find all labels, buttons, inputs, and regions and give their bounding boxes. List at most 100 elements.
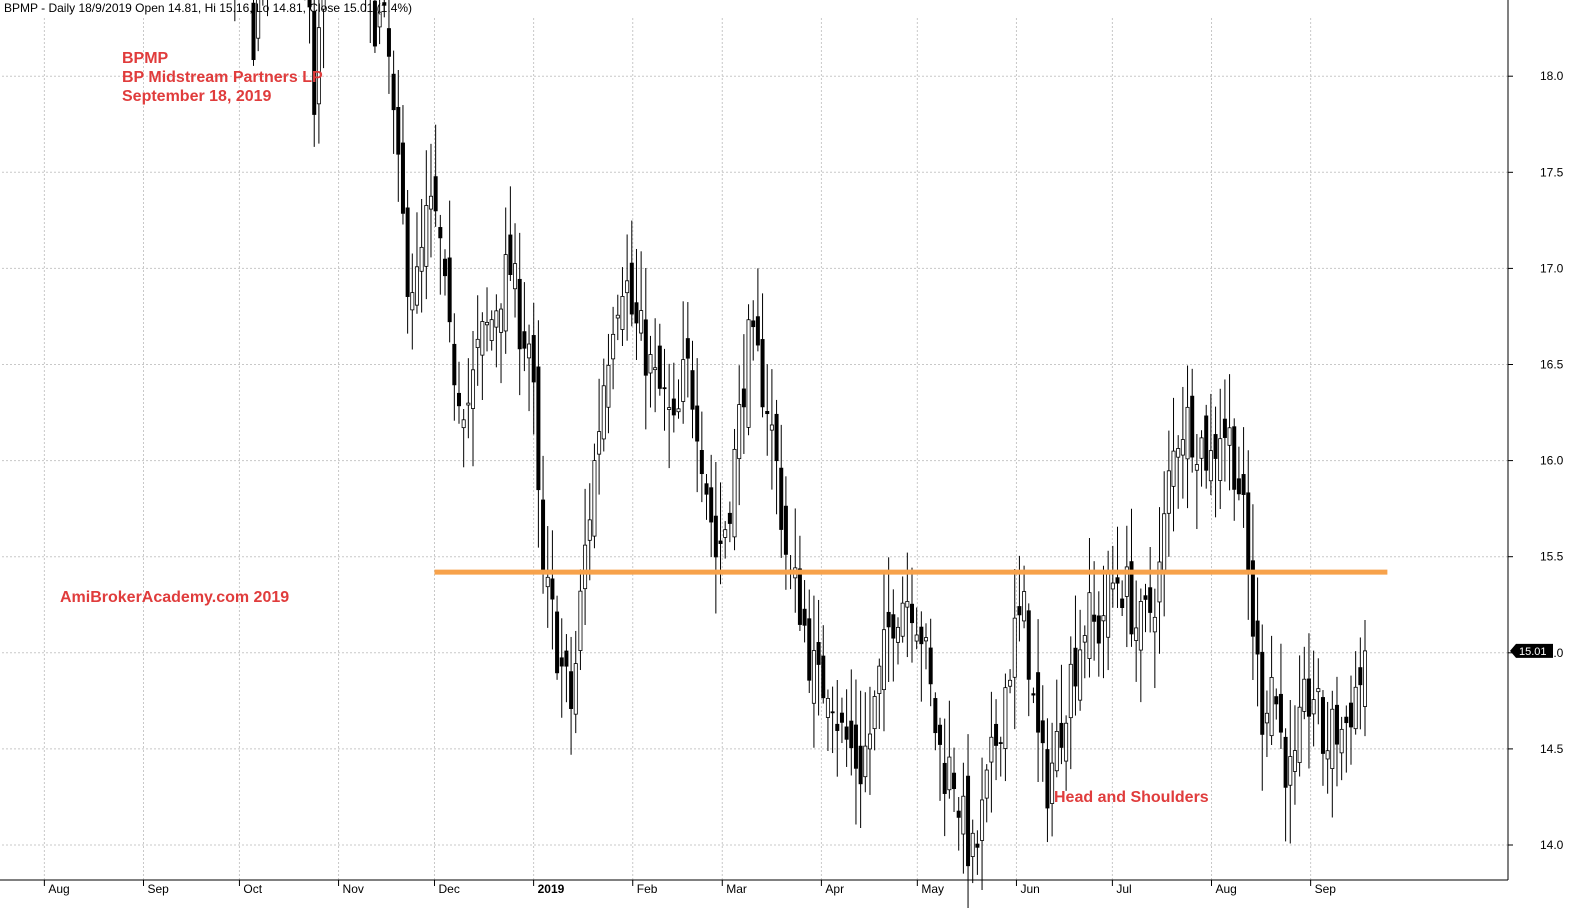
candle-down (1250, 560, 1255, 637)
candle-down (1026, 610, 1031, 680)
candle-down (657, 345, 662, 389)
candle-down (541, 499, 546, 571)
candle-down (1031, 693, 1036, 696)
candle-up (1110, 582, 1115, 590)
y-tick-label: 17.5 (1540, 165, 1564, 179)
last-price-marker (1510, 643, 1553, 658)
candle-up (583, 544, 588, 590)
candle-up (737, 404, 742, 460)
x-tick-label: Apr (825, 882, 844, 896)
candle-up (667, 407, 672, 410)
candle-down (1222, 418, 1227, 438)
x-tick-label: Jul (1116, 882, 1131, 896)
candle-up (867, 733, 872, 750)
candle-down (452, 343, 457, 386)
candle-down (797, 568, 802, 625)
candle-down (1255, 620, 1260, 655)
candle-up (1152, 616, 1157, 633)
candle-up (414, 266, 419, 306)
candle-up (601, 385, 606, 440)
x-tick-label: 2019 (538, 882, 565, 896)
grid-lines (2, 18, 1508, 880)
candle-up (989, 736, 994, 763)
candle-down (975, 843, 980, 848)
candle-down (1017, 606, 1022, 616)
candle-down (1306, 678, 1311, 717)
candle-up (1194, 464, 1199, 471)
candle-up (256, 0, 261, 39)
candle-down (919, 626, 924, 645)
candle-down (830, 711, 835, 714)
y-axis-labels: 14.014.515.015.516.016.517.017.518.018.5… (1540, 69, 1564, 852)
candle-up (1064, 722, 1069, 762)
candle-down (779, 467, 784, 530)
candle-down (405, 207, 410, 297)
candle-up (1218, 438, 1223, 481)
candle-down (938, 724, 943, 745)
candle-up (914, 634, 919, 642)
candle-down (783, 505, 788, 555)
x-tick-label: Feb (637, 882, 658, 896)
candle-up (1082, 635, 1087, 643)
candle-down (755, 316, 760, 346)
candle-up (620, 296, 625, 330)
candle-down (1358, 667, 1363, 686)
candle-up (419, 246, 424, 272)
candle-down (966, 775, 971, 867)
candlestick-series (234, 0, 1368, 908)
candle-down (629, 262, 634, 315)
candle-down (727, 512, 732, 524)
candle-down (751, 320, 756, 328)
candle-up (1199, 437, 1204, 459)
x-tick-label: Dec (438, 882, 459, 896)
candle-up (1180, 439, 1185, 456)
candle-down (886, 611, 891, 628)
candle-up (877, 665, 882, 694)
candle-up (1124, 566, 1129, 597)
candle-down (699, 450, 704, 475)
candle-down (1120, 598, 1125, 608)
candle-down (807, 618, 812, 681)
candle-up (485, 321, 490, 326)
candle-up (980, 799, 985, 841)
candle-up (1208, 450, 1213, 482)
candle-up (597, 431, 602, 455)
candle-up (1138, 601, 1143, 651)
candle-up (648, 354, 653, 374)
candle-down (718, 540, 723, 544)
candle-up (1012, 617, 1017, 678)
candle-down (400, 142, 405, 214)
last-price-label: 15.01 (1519, 646, 1547, 658)
candle-down (1204, 415, 1209, 471)
candle-down (849, 720, 854, 749)
candle-up (1302, 678, 1307, 712)
candle-down (382, 2, 387, 6)
candle-up (503, 254, 508, 332)
candle-down (998, 742, 1003, 744)
y-tick-label: 16.5 (1540, 358, 1564, 372)
y-tick-label: 16.0 (1540, 454, 1564, 468)
candle-down (1059, 722, 1064, 748)
candle-down (1040, 720, 1045, 744)
candle-up (1078, 649, 1083, 701)
candle-down (307, 0, 312, 8)
candle-down (555, 611, 560, 674)
candle-up (461, 419, 466, 429)
company-label: BP Midstream Partners LP (122, 69, 323, 86)
candle-down (447, 257, 452, 323)
pattern-label: Head and Shoulders (1054, 789, 1209, 806)
candle-up (1353, 686, 1358, 730)
candle-down (312, 11, 317, 115)
candle-down (1129, 561, 1134, 635)
candle-up (895, 626, 900, 643)
candle-down (956, 810, 961, 818)
candle-down (1344, 716, 1349, 724)
date-label: September 18, 2019 (122, 88, 272, 105)
candle-up (592, 460, 597, 537)
x-tick-label: Aug (1216, 882, 1237, 896)
candle-up (466, 402, 471, 406)
candle-down (559, 657, 564, 667)
candle-down (442, 258, 447, 277)
candle-up (578, 590, 583, 651)
